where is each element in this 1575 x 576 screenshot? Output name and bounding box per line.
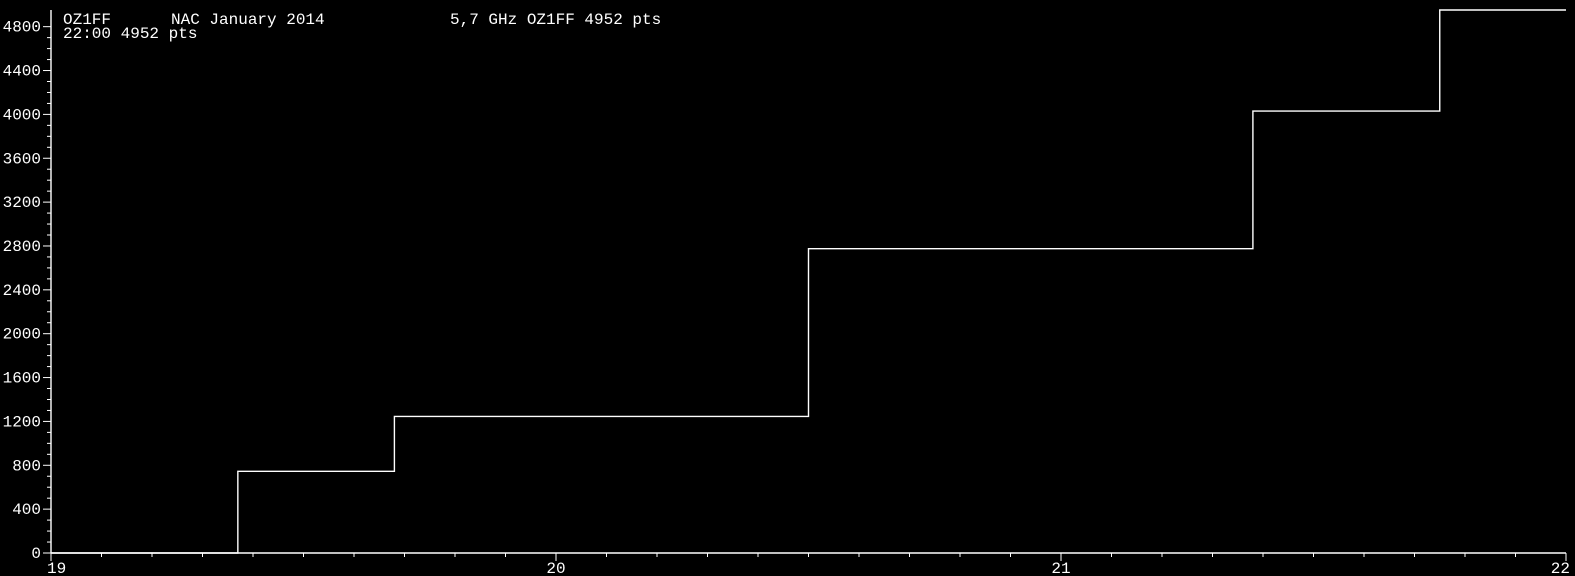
y-tick-label: 400 <box>12 501 41 519</box>
y-tick-label: 1600 <box>3 370 41 388</box>
x-tick-label: 19 <box>47 560 66 576</box>
x-tick-label: 20 <box>546 560 565 576</box>
y-tick-label: 2400 <box>3 282 41 300</box>
y-tick-label: 3200 <box>3 194 41 212</box>
y-tick-label: 4000 <box>3 106 41 124</box>
y-tick-label: 2800 <box>3 238 41 256</box>
y-tick-label: 4400 <box>3 63 41 81</box>
y-tick-label: 3600 <box>3 150 41 168</box>
x-tick-label: 22 <box>1551 560 1570 576</box>
y-tick-label: 2000 <box>3 326 41 344</box>
chart-background <box>0 0 1575 576</box>
x-tick-label: 21 <box>1051 560 1070 576</box>
y-tick-label: 0 <box>31 545 41 563</box>
y-tick-label: 4800 <box>3 19 41 37</box>
y-tick-label: 800 <box>12 457 41 475</box>
y-tick-label: 1200 <box>3 413 41 431</box>
header-time-and-score: 22:00 4952 pts <box>63 25 197 43</box>
header-band-and-score: 5,7 GHz OZ1FF 4952 pts <box>450 11 661 29</box>
points-over-time-chart: 0 400 800 1200 1600 2000 2400 2800 3200 3600 4000 4… <box>0 0 1575 576</box>
